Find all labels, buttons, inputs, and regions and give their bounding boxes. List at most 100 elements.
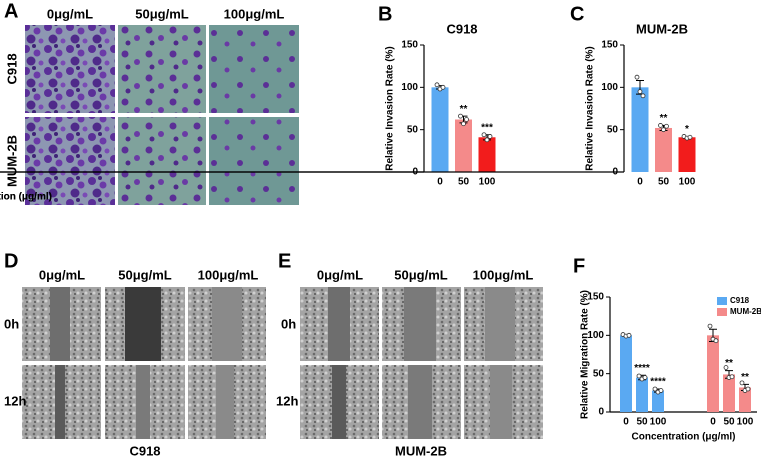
column-label: 50μg/mL	[394, 267, 448, 282]
significance: ****	[634, 363, 650, 374]
x-axis-label: Concentration (μg/ml)	[632, 432, 736, 443]
data-point	[745, 386, 751, 392]
x-axis-label: Concentration (μg/ml)	[0, 192, 52, 203]
legend-label: C918	[730, 296, 750, 305]
caption: C918	[129, 443, 160, 458]
data-point	[729, 374, 735, 380]
bar	[636, 377, 648, 412]
x-tick-label: 50	[658, 177, 670, 188]
data-point	[723, 365, 729, 370]
data-point	[652, 386, 658, 392]
data-point	[626, 332, 632, 338]
row-label: MUM-2B	[4, 135, 19, 187]
panel-letter: C	[570, 3, 584, 25]
bar	[739, 387, 751, 412]
x-axis-label: Concentration (μg/ml)	[0, 192, 52, 203]
column-label: 100μg/mL	[198, 267, 259, 282]
x-tick-label: 100	[737, 417, 754, 428]
column-label: 100μg/mL	[224, 6, 285, 21]
y-tick-label: 50	[607, 124, 619, 135]
x-tick-label: 0	[623, 417, 629, 428]
data-point	[636, 373, 642, 379]
row-label: 12h	[4, 393, 26, 408]
data-point	[634, 74, 640, 80]
data-point	[464, 117, 469, 122]
data-point	[481, 132, 487, 138]
column-label: 100μg/mL	[473, 267, 534, 282]
column-label: 0μg/mL	[39, 267, 85, 282]
bar	[678, 137, 696, 172]
y-axis-label: Relative Invasion Rate (%)	[385, 46, 396, 170]
panel-d-images	[22, 287, 266, 439]
y-tick-label: 150	[601, 40, 618, 51]
y-tick-label: 150	[401, 40, 418, 51]
x-tick-label: 50	[723, 417, 735, 428]
data-point	[461, 121, 466, 127]
legend-swatch	[717, 297, 727, 305]
significance: **	[725, 358, 733, 369]
significance: **	[660, 113, 668, 124]
y-tick-label: 100	[587, 330, 604, 341]
x-tick-label: 50	[458, 177, 470, 188]
y-tick-label: 100	[401, 82, 418, 93]
x-tick-label: 100	[650, 417, 667, 428]
y-tick-label: 0	[598, 407, 604, 418]
column-label: 50μg/mL	[135, 6, 189, 21]
bar	[707, 335, 719, 412]
data-point	[640, 93, 646, 99]
significance: **	[741, 372, 749, 383]
x-tick-label: 0	[637, 177, 643, 188]
bar	[655, 127, 672, 172]
caption: MUM-2B	[395, 443, 447, 458]
data-point	[487, 134, 493, 139]
bar	[620, 335, 632, 412]
significance: ***	[481, 122, 493, 133]
data-point	[458, 113, 463, 119]
data-point	[658, 388, 664, 393]
row-label: 12h	[276, 393, 298, 408]
row-label: C918	[4, 53, 19, 84]
y-tick-label: 50	[593, 368, 605, 379]
data-point	[434, 82, 440, 88]
data-point	[713, 338, 719, 344]
data-point	[739, 380, 745, 386]
data-point	[637, 89, 643, 94]
panel-letter: E	[278, 250, 291, 272]
x-tick-label: 100	[479, 177, 496, 188]
data-point	[661, 127, 666, 133]
column-label: 0μg/mL	[47, 6, 93, 21]
data-point	[707, 323, 713, 329]
panel-a-images	[25, 25, 299, 205]
column-label: 0μg/mL	[317, 267, 363, 282]
bar	[478, 137, 496, 172]
panel-letter: D	[4, 250, 18, 272]
x-tick-label: 0	[437, 177, 443, 188]
panel-letter: B	[378, 3, 392, 25]
y-axis-label: Relative Migration Rate (%)	[580, 290, 591, 419]
data-point	[687, 134, 693, 140]
panel-letter: A	[4, 0, 18, 22]
bar	[723, 374, 735, 412]
x-tick-label: 100	[679, 177, 696, 188]
significance: *	[685, 124, 689, 135]
y-tick-label: 150	[587, 292, 604, 303]
data-point	[440, 84, 446, 90]
panel-e-images	[300, 287, 543, 439]
data-point	[642, 375, 648, 380]
significance: ****	[650, 377, 666, 388]
bar	[455, 119, 472, 172]
chart-title: MUM-2B	[636, 21, 688, 36]
x-tick-label: 50	[636, 417, 648, 428]
column-label: 50μg/mL	[118, 267, 172, 282]
legend-label: MUM-2B	[730, 307, 761, 316]
y-tick-label: 0	[612, 167, 618, 178]
bar	[431, 87, 449, 172]
y-tick-label: 50	[407, 124, 419, 135]
row-label: 0h	[281, 316, 296, 331]
bar	[652, 390, 664, 412]
y-axis-label: Relative Invasion Rate (%)	[585, 46, 596, 170]
data-point	[484, 137, 490, 143]
legend-swatch	[717, 308, 727, 316]
x-tick-label: 0	[710, 417, 716, 428]
